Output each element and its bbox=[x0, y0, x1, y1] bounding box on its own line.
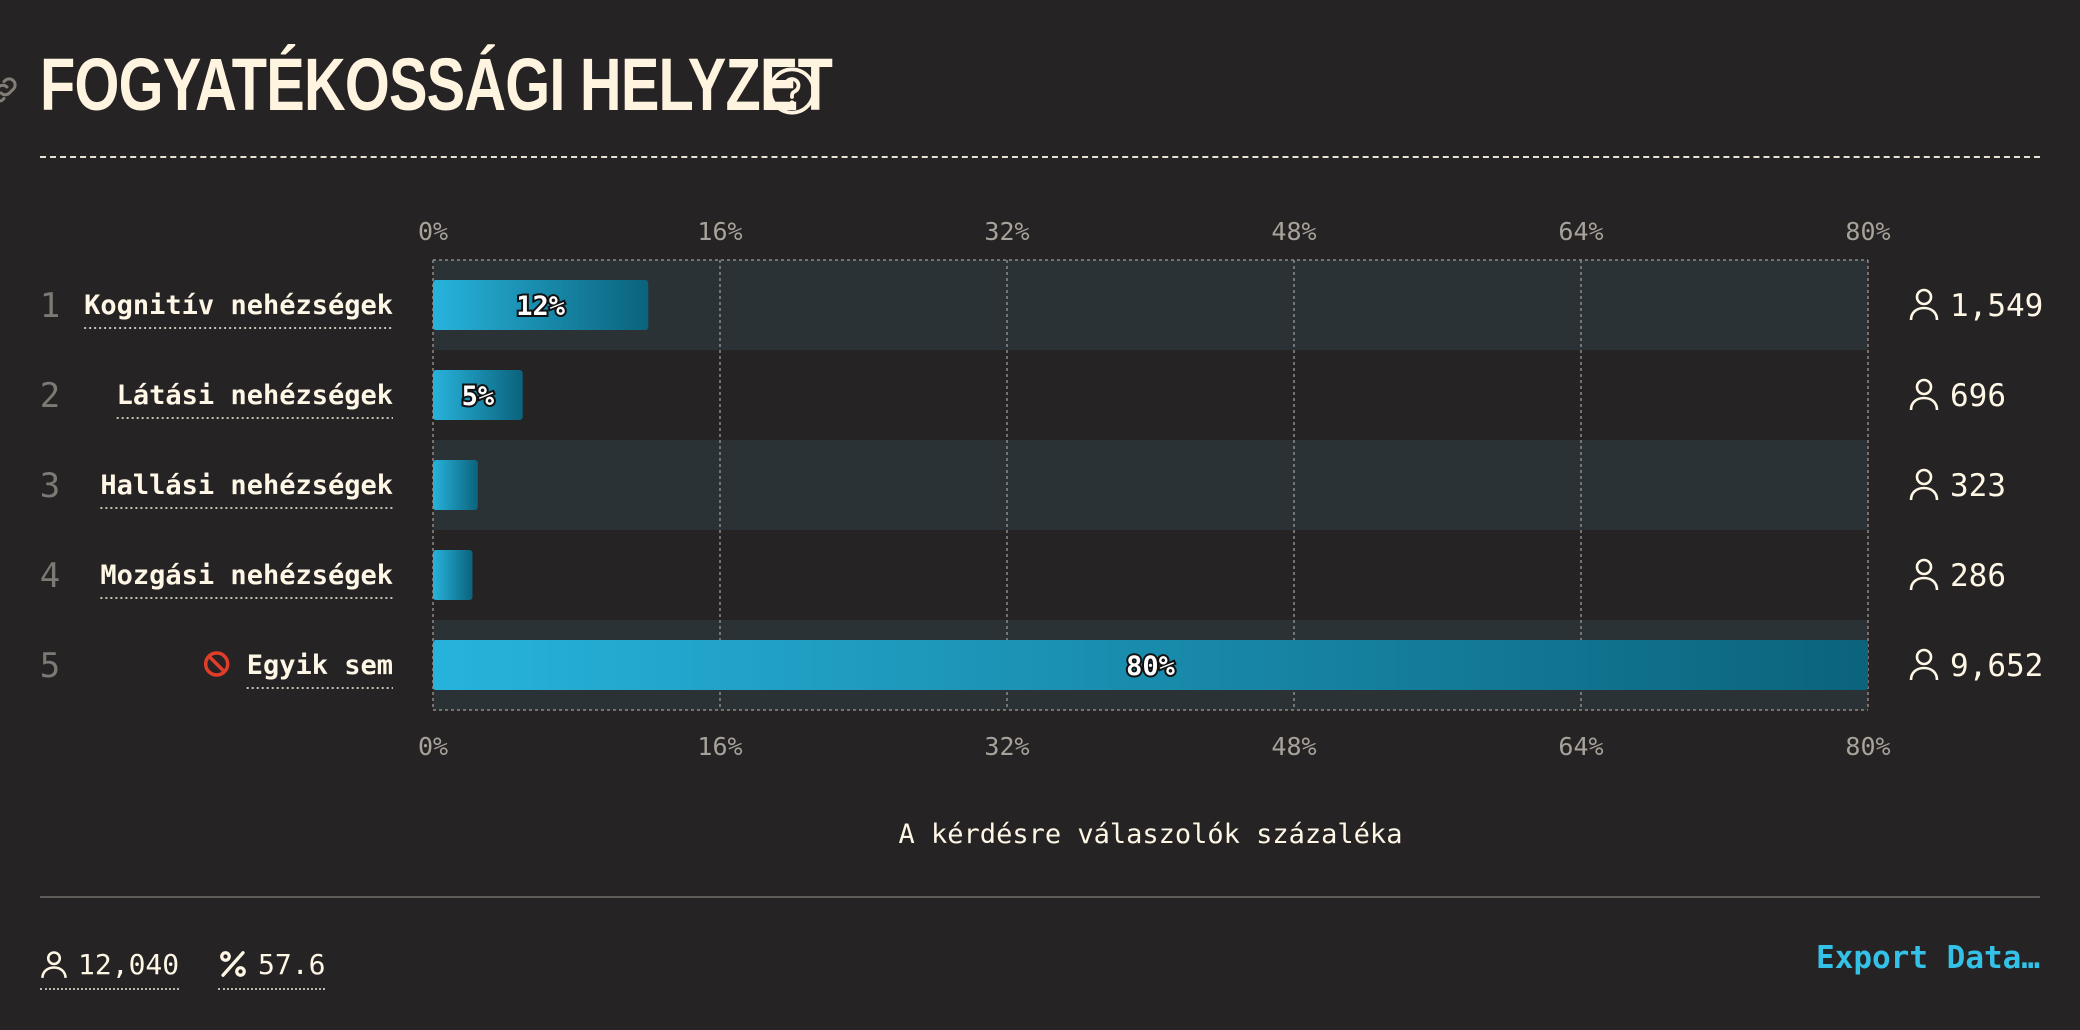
rank-number: 1 bbox=[40, 286, 60, 326]
x-tick-top: 48% bbox=[1271, 217, 1316, 246]
respondent-count: 286 bbox=[1950, 558, 2006, 594]
rank-number: 5 bbox=[40, 646, 60, 686]
page-title: FOGYATÉKOSSÁGI HELYZET bbox=[40, 43, 833, 126]
bar-value-label: 12% bbox=[516, 291, 566, 322]
category-label[interactable]: Látási nehézségek bbox=[117, 380, 393, 411]
x-tick-bottom: 16% bbox=[697, 732, 742, 761]
category-label[interactable]: Kognitív nehézségek bbox=[84, 290, 393, 321]
person-icon bbox=[41, 951, 67, 978]
respondent-count: 696 bbox=[1950, 378, 2006, 414]
x-tick-top: 80% bbox=[1845, 217, 1890, 246]
x-tick-bottom: 80% bbox=[1845, 732, 1890, 761]
person-icon bbox=[1909, 648, 1939, 681]
x-tick-top: 0% bbox=[418, 217, 448, 246]
rank-number: 4 bbox=[40, 556, 60, 596]
row-stripe bbox=[433, 440, 1868, 530]
rank-number: 3 bbox=[40, 466, 60, 506]
bar[interactable] bbox=[433, 640, 1868, 690]
row-stripe bbox=[433, 260, 1868, 350]
bar-chart: 0% 0% 16% 16% 32% 32% 48% 48% 64% 64% 80% 80% 1 Kogni… bbox=[40, 217, 2044, 850]
header-divider bbox=[40, 156, 2040, 158]
respondent-count: 1,549 bbox=[1950, 288, 2043, 324]
x-tick-bottom: 48% bbox=[1271, 732, 1316, 761]
question-circle-icon[interactable] bbox=[766, 65, 818, 117]
category-label[interactable]: Mozgási nehézségek bbox=[100, 560, 393, 591]
x-tick-top: 16% bbox=[697, 217, 742, 246]
export-data-button[interactable]: Export Data… bbox=[1816, 940, 2040, 976]
x-tick-top: 32% bbox=[984, 217, 1029, 246]
category-label[interactable]: Hallási nehézségek bbox=[100, 470, 393, 501]
person-icon bbox=[1909, 468, 1939, 501]
bar[interactable] bbox=[433, 280, 649, 330]
bar[interactable] bbox=[433, 370, 523, 420]
x-tick-bottom: 32% bbox=[984, 732, 1029, 761]
person-icon bbox=[1909, 378, 1939, 411]
person-icon bbox=[1909, 558, 1939, 591]
person-icon bbox=[1909, 288, 1939, 321]
no-entry-icon bbox=[203, 651, 230, 677]
footer-divider bbox=[40, 896, 2040, 898]
respondent-count: 9,652 bbox=[1950, 648, 2043, 684]
response-rate-stat[interactable]: 57.6 bbox=[218, 942, 326, 990]
x-tick-bottom: 64% bbox=[1558, 732, 1603, 761]
responses-stat[interactable]: 12,040 bbox=[40, 942, 180, 990]
bar[interactable] bbox=[433, 460, 478, 510]
link-icon[interactable] bbox=[0, 72, 22, 108]
responses-count: 12,040 bbox=[78, 947, 180, 981]
bar[interactable] bbox=[433, 550, 473, 600]
response-rate: 57.6 bbox=[258, 947, 326, 981]
respondent-count: 323 bbox=[1950, 468, 2006, 504]
percent-icon bbox=[220, 951, 246, 977]
bar-value-label: 80% bbox=[1126, 651, 1176, 682]
rank-number: 2 bbox=[40, 376, 60, 416]
x-axis-label: A kérdésre válaszolók százaléka bbox=[899, 819, 1403, 850]
bar-value-label: 5% bbox=[462, 381, 495, 412]
x-tick-top: 64% bbox=[1558, 217, 1603, 246]
x-tick-bottom: 0% bbox=[418, 732, 448, 761]
category-label[interactable]: Egyik sem bbox=[247, 650, 393, 681]
